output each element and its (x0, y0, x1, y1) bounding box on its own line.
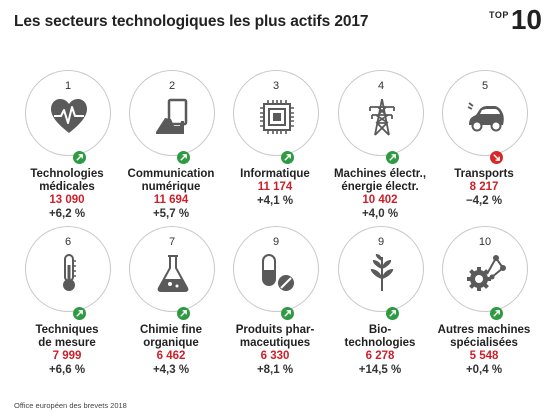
trend-up-icon (490, 307, 503, 320)
sector-name-line: numérique (112, 181, 230, 194)
pills-icon (257, 253, 297, 293)
sector-name-line: Machines électr., (321, 168, 439, 181)
gear-network-icon (466, 253, 506, 293)
sector-rank: 9 (339, 236, 423, 248)
source-note: Office européen des brevets 2018 (14, 401, 127, 410)
flask-icon (153, 253, 193, 293)
plant-icon (362, 253, 402, 293)
sector-rank: 1 (26, 80, 110, 92)
sector-rank: 9 (234, 236, 318, 248)
power-pylon-icon (362, 97, 402, 137)
sector-count: 6 462 (112, 350, 230, 363)
chip-icon (257, 97, 297, 137)
sector-change: +14,5 % (321, 363, 439, 377)
sector-count: 10 402 (321, 194, 439, 207)
sector-circle: 10 (442, 226, 528, 312)
tablet-hand-icon (153, 97, 193, 137)
sector-name-line: Techniques (8, 324, 126, 337)
sector-change: +8,1 % (216, 363, 334, 377)
sector-row-2: 6Techniquesde mesure7 999+6,6 %7Chimie f… (14, 226, 542, 366)
heartbeat-icon (49, 97, 89, 137)
top10-badge-top: TOP (489, 10, 509, 20)
sector-circle: 3 (233, 70, 319, 156)
sector-label: Transports8 217−4,2 % (425, 168, 543, 208)
sector-change: +6,2 % (8, 207, 126, 221)
sector-name-line: énergie électr. (321, 181, 439, 194)
trend-up-icon (73, 151, 86, 164)
sector-circle: 2 (129, 70, 215, 156)
sector-name-line: Produits phar- (216, 324, 334, 337)
sector-circle: 4 (338, 70, 424, 156)
trend-up-icon (73, 307, 86, 320)
electric-car-icon (466, 97, 506, 137)
sector-label: Communicationnumérique11 694+5,7 % (112, 168, 230, 221)
sector-rank: 5 (443, 80, 527, 92)
trend-up-icon (386, 151, 399, 164)
sector-circle: 5 (442, 70, 528, 156)
sector-count: 11 174 (216, 181, 334, 194)
sector-rank: 7 (130, 236, 214, 248)
sector-count: 11 694 (112, 194, 230, 207)
sector-count: 13 090 (8, 194, 126, 207)
sector-name-line: Autres machines (425, 324, 543, 337)
trend-up-icon (177, 307, 190, 320)
sector-label: Produits phar-maceutiques6 330+8,1 % (216, 324, 334, 377)
sector-change: +5,7 % (112, 207, 230, 221)
trend-up-icon (281, 151, 294, 164)
sector-row-1: 1Technologiesmédicales13 090+6,2 %2Commu… (14, 70, 542, 210)
top10-badge: TOP 10 (489, 6, 542, 34)
sector-change: +4,0 % (321, 207, 439, 221)
sector-rank: 10 (443, 236, 527, 248)
sector-count: 6 330 (216, 350, 334, 363)
sector-name-line: maceutiques (216, 337, 334, 350)
sector-count: 5 548 (425, 350, 543, 363)
sector-count: 7 999 (8, 350, 126, 363)
sector-name-line: médicales (8, 181, 126, 194)
sector-name-line: Transports (425, 168, 543, 181)
sector-name-line: Technologies (8, 168, 126, 181)
sector-name-line: Informatique (216, 168, 334, 181)
sector-count: 8 217 (425, 181, 543, 194)
page-title: Les secteurs technologiques les plus act… (14, 13, 368, 31)
sector-rank: 3 (234, 80, 318, 92)
sector-label: Bio-technologies6 278+14,5 % (321, 324, 439, 377)
sector-change: +4,3 % (112, 363, 230, 377)
sector-name-line: organique (112, 337, 230, 350)
sector-rank: 4 (339, 80, 423, 92)
sector-change: +0,4 % (425, 363, 543, 377)
sector-label: Autres machinesspécialisées5 548+0,4 % (425, 324, 543, 377)
trend-up-icon (177, 151, 190, 164)
trend-up-icon (386, 307, 399, 320)
sector-label: Techniquesde mesure7 999+6,6 % (8, 324, 126, 377)
sector-label: Technologiesmédicales13 090+6,2 % (8, 168, 126, 221)
sector-change: +4,1 % (216, 194, 334, 208)
thermometer-icon (49, 253, 89, 293)
sector-circle: 7 (129, 226, 215, 312)
sector-name-line: Communication (112, 168, 230, 181)
sector-name-line: Bio- (321, 324, 439, 337)
sector-rank: 6 (26, 236, 110, 248)
trend-up-icon (281, 307, 294, 320)
sector-rank: 2 (130, 80, 214, 92)
trend-down-icon (490, 151, 503, 164)
sector-name-line: de mesure (8, 337, 126, 350)
sector-name-line: technologies (321, 337, 439, 350)
sector-change: +6,6 % (8, 363, 126, 377)
sector-change: −4,2 % (425, 194, 543, 208)
sector-label: Informatique11 174+4,1 % (216, 168, 334, 208)
sector-circle: 6 (25, 226, 111, 312)
sector-label: Machines électr.,énergie électr.10 402+4… (321, 168, 439, 221)
sector-name-line: spécialisées (425, 337, 543, 350)
top10-badge-ten: 10 (511, 6, 542, 34)
sector-circle: 9 (338, 226, 424, 312)
sector-count: 6 278 (321, 350, 439, 363)
sector-circle: 9 (233, 226, 319, 312)
sector-name-line: Chimie fine (112, 324, 230, 337)
sector-label: Chimie fineorganique6 462+4,3 % (112, 324, 230, 377)
sector-circle: 1 (25, 70, 111, 156)
